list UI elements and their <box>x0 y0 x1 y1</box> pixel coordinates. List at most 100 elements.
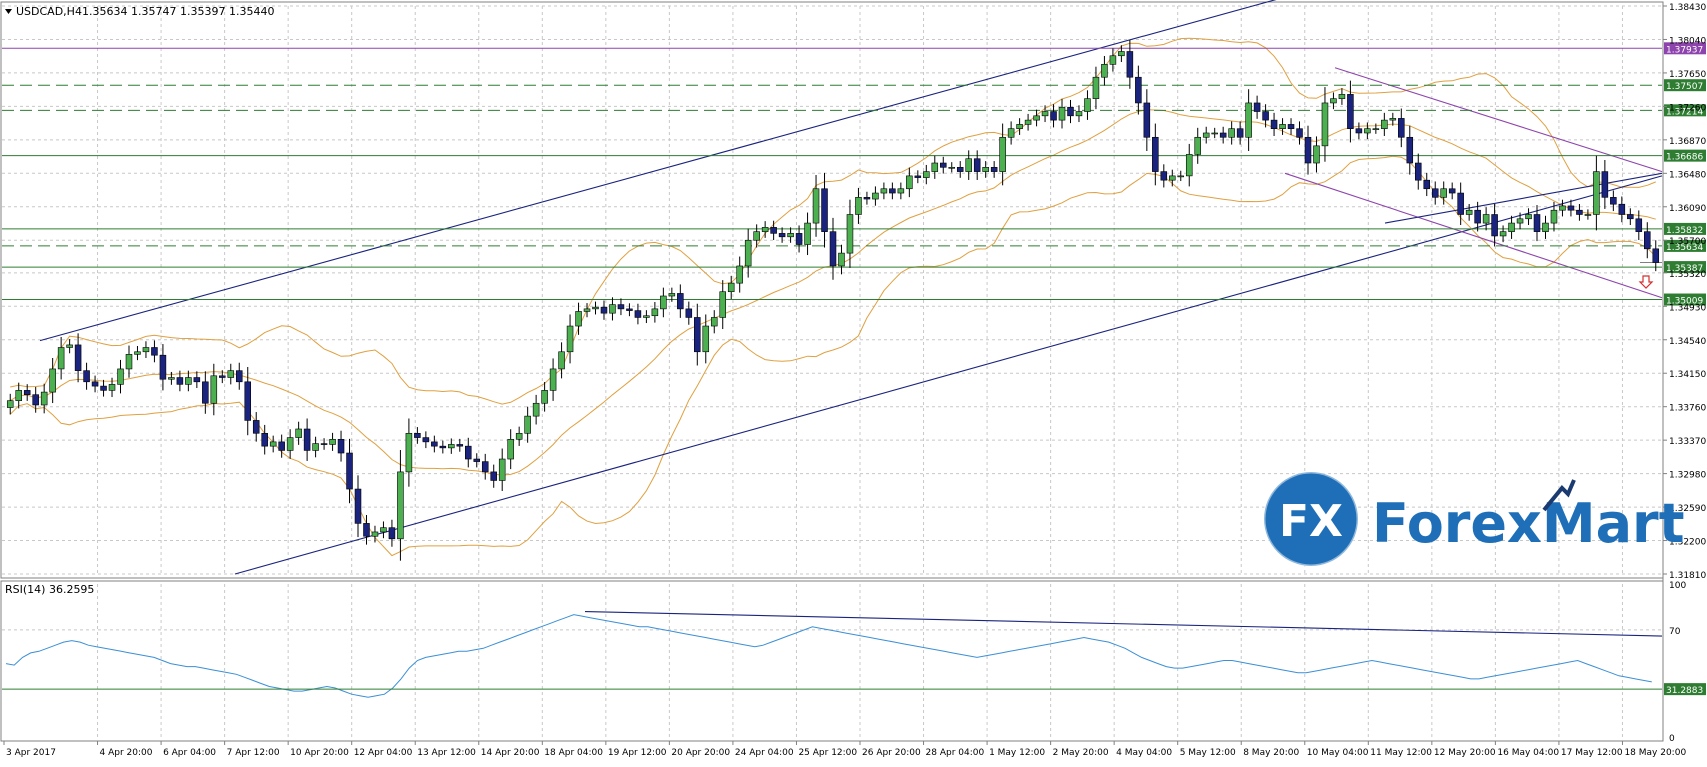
bear-candle <box>1287 124 1295 129</box>
bull-candle <box>668 293 676 297</box>
bull-candle <box>117 368 124 385</box>
bull-candle <box>108 384 116 391</box>
bear-candle <box>1457 192 1464 215</box>
bear-candle <box>303 428 311 451</box>
time-tick-label: 11 May 12:00 <box>1370 748 1432 758</box>
bear-candle <box>1126 51 1134 78</box>
bull-candle <box>549 368 557 391</box>
bull-candle <box>185 377 192 385</box>
rsi-axis-labels: 100 70 0 <box>1669 581 1686 744</box>
level-tag-label: 1.35634 <box>1666 243 1703 253</box>
dropdown-arrow-icon[interactable] <box>5 9 12 14</box>
bear-candle <box>1050 111 1057 121</box>
bear-candle <box>74 344 82 371</box>
bull-candle <box>744 239 752 267</box>
bull-candle <box>1101 64 1108 78</box>
bull-candle <box>558 351 565 370</box>
rsi-level-tag <box>1664 683 1706 696</box>
level-tag-label: 1.35832 <box>1666 226 1703 236</box>
bull-candle <box>1465 209 1473 215</box>
time-tick-label: 14 Apr 20:00 <box>481 748 540 758</box>
price-panel[interactable] <box>0 1 1664 579</box>
bull-candle <box>498 458 506 481</box>
channel-upper <box>39 0 1277 342</box>
time-axis-labels: 3 Apr 2017 4 Apr 20:00 6 Apr 04:00 7 Apr 12… <box>3 741 1686 758</box>
rsi-series: 31.2883 <box>2 610 1706 698</box>
bull-candle <box>1075 111 1083 117</box>
bear-candle <box>193 377 201 383</box>
rsi-grid <box>2 584 1662 737</box>
bull-candle <box>448 444 455 449</box>
price-tick-label: 1.37650 <box>1669 70 1706 80</box>
bear-candle <box>956 167 964 172</box>
price-tick-label: 1.34930 <box>1669 303 1706 313</box>
bull-candle <box>838 252 845 267</box>
bull-candle <box>982 167 989 172</box>
bull-candle <box>312 443 319 451</box>
rsi-trendline <box>584 610 1663 637</box>
time-tick-label: 13 Apr 12:00 <box>417 748 476 758</box>
time-tick-label: 28 Apr 04:00 <box>926 748 985 758</box>
bull-candle <box>1007 128 1015 138</box>
time-tick-label: 2 May 20:00 <box>1053 748 1109 758</box>
price-tick-label: 1.34150 <box>1669 370 1706 380</box>
price-tick-label: 1.38430 <box>1669 3 1706 13</box>
bull-candle <box>710 317 718 327</box>
time-tick-label: 26 Apr 20:00 <box>862 748 921 758</box>
level-tag-label: 1.36686 <box>1666 153 1703 163</box>
rsi-panel[interactable] <box>0 580 1664 742</box>
level-tag-label: 1.35009 <box>1666 297 1703 307</box>
bear-candle <box>1644 231 1651 250</box>
bull-candle <box>948 167 956 169</box>
bear-candle <box>252 420 260 434</box>
bull-candle <box>1313 145 1320 164</box>
price-tick-label: 1.32980 <box>1669 471 1706 481</box>
bear-candle <box>829 231 837 267</box>
bull-candle <box>761 227 769 232</box>
bear-candle <box>1406 136 1414 164</box>
bull-candle <box>609 304 616 314</box>
price-tick-label: 1.35320 <box>1669 270 1706 280</box>
bear-candle <box>1431 188 1439 198</box>
bull-candle <box>295 428 302 438</box>
bull-candle <box>1330 98 1337 104</box>
bull-candle <box>40 391 48 406</box>
bull-candle <box>880 188 888 194</box>
bear-candle <box>346 452 353 490</box>
bull-candle <box>210 375 218 404</box>
bear-candle <box>1491 214 1498 237</box>
bear-candle <box>1610 197 1617 205</box>
price-tick-label: 1.33760 <box>1669 404 1706 414</box>
level-tag <box>1664 149 1706 162</box>
bull-candle <box>1211 132 1218 135</box>
bull-candle <box>897 188 905 194</box>
bear-candle <box>439 445 447 449</box>
bull-candle <box>1321 102 1329 147</box>
time-tick-label: 10 Apr 20:00 <box>290 748 349 758</box>
symbol-label: USDCAD,H4 <box>16 5 82 18</box>
bull-candle <box>507 438 514 460</box>
rsi-tick-label: 100 <box>1669 581 1686 591</box>
bull-candle <box>1177 175 1185 178</box>
bull-candle <box>515 432 523 440</box>
bear-candle <box>202 381 209 404</box>
bull-candle <box>1542 222 1549 232</box>
bear-candle <box>1253 102 1261 112</box>
bull-candle <box>1016 124 1023 129</box>
bear-candle <box>634 310 642 318</box>
bear-candle <box>1576 209 1583 215</box>
bear-candle <box>1296 128 1303 138</box>
bear-candle <box>244 381 252 421</box>
price-tick-label: 1.31810 <box>1669 571 1706 581</box>
bear-candle <box>159 354 167 380</box>
bull-candle <box>1109 55 1117 65</box>
bull-candle <box>1279 124 1286 129</box>
bear-candle <box>1474 209 1481 224</box>
bear-candle <box>1355 128 1363 134</box>
bear-candle <box>151 347 158 356</box>
bull-candle <box>380 527 387 533</box>
time-tick-label: 20 Apr 20:00 <box>671 748 730 758</box>
bear-candle <box>1135 76 1142 104</box>
bull-candle <box>753 231 760 241</box>
